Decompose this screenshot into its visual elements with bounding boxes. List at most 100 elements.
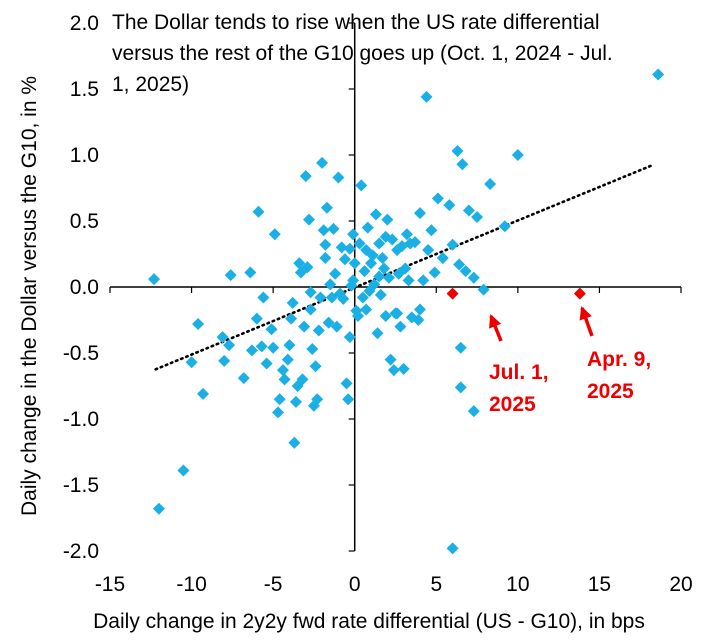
data-point bbox=[224, 269, 237, 282]
data-point bbox=[296, 373, 309, 386]
annotation-label: 2025 bbox=[489, 393, 536, 416]
data-point bbox=[289, 395, 302, 408]
data-point bbox=[317, 224, 330, 237]
data-point bbox=[373, 270, 386, 283]
data-point bbox=[477, 283, 490, 296]
data-point bbox=[454, 341, 467, 354]
x-tick-label: 15 bbox=[588, 573, 611, 596]
x-tick-label: 0 bbox=[349, 573, 361, 596]
data-point bbox=[337, 292, 350, 305]
data-point bbox=[498, 220, 511, 233]
y-tick-label: 1.0 bbox=[70, 144, 99, 167]
data-point bbox=[330, 320, 343, 333]
data-point bbox=[453, 258, 466, 271]
data-point bbox=[379, 230, 392, 243]
data-point bbox=[425, 224, 438, 237]
chart-title-line: 1, 2025) bbox=[112, 73, 189, 96]
x-tick-label: -5 bbox=[264, 573, 283, 596]
data-point bbox=[446, 542, 459, 555]
data-point bbox=[397, 362, 410, 375]
axes bbox=[109, 22, 682, 552]
data-point bbox=[373, 237, 386, 250]
data-point bbox=[365, 257, 378, 270]
y-tick-label: -2.0 bbox=[63, 540, 99, 563]
data-point bbox=[288, 436, 301, 449]
data-point bbox=[467, 271, 480, 284]
data-point bbox=[273, 393, 286, 406]
data-point bbox=[484, 178, 497, 191]
annotations-layer: Jul. 1, 2025 Apr. 9, 2025 bbox=[489, 306, 651, 416]
data-point bbox=[368, 278, 381, 291]
data-point bbox=[324, 278, 337, 291]
data-point bbox=[237, 372, 250, 385]
data-point bbox=[304, 303, 317, 316]
data-point bbox=[278, 373, 291, 386]
data-point bbox=[428, 266, 441, 279]
data-point bbox=[335, 241, 348, 254]
tick-labels: -15 -10 -5 0 5 10 15 20 2.0 1.5 1.0 0.5 0.0 -0.5 -1.0 -… bbox=[63, 12, 693, 596]
x-axis-title: Daily change in 2y2y fwd rate differenti… bbox=[93, 610, 645, 633]
data-point bbox=[148, 273, 161, 286]
data-point bbox=[420, 90, 433, 103]
data-point bbox=[369, 208, 382, 221]
data-point bbox=[223, 339, 236, 352]
annotation-label: 2025 bbox=[587, 380, 634, 403]
data-point bbox=[436, 251, 449, 264]
data-point bbox=[374, 288, 387, 301]
x-tick-label: 5 bbox=[430, 573, 442, 596]
data-point bbox=[303, 213, 316, 226]
chart-title-line: versus the rest of the G10 goes up (Oct.… bbox=[112, 42, 613, 65]
annotation-arrow-head bbox=[579, 306, 592, 321]
data-point bbox=[244, 266, 257, 279]
data-point bbox=[511, 149, 524, 161]
data-point bbox=[413, 207, 426, 220]
data-point bbox=[456, 158, 469, 171]
data-point bbox=[366, 249, 379, 262]
data-point bbox=[378, 262, 391, 275]
data-point bbox=[299, 170, 312, 183]
data-point bbox=[446, 238, 459, 251]
titles: The Dollar tends to rise when the US rat… bbox=[18, 11, 645, 633]
data-point bbox=[320, 201, 333, 214]
data-point bbox=[325, 291, 338, 304]
data-point bbox=[319, 238, 332, 251]
data-point bbox=[422, 244, 435, 257]
chart-title-line: The Dollar tends to rise when the US rat… bbox=[112, 11, 600, 34]
data-point bbox=[360, 303, 373, 316]
data-point bbox=[379, 310, 392, 323]
data-point bbox=[471, 211, 484, 224]
data-point bbox=[459, 265, 472, 278]
data-point bbox=[309, 360, 322, 373]
data-point bbox=[413, 303, 426, 316]
data-point bbox=[652, 68, 665, 81]
data-point bbox=[245, 344, 258, 357]
data-point bbox=[343, 242, 356, 255]
data-point bbox=[298, 320, 311, 333]
data-point bbox=[343, 331, 356, 344]
data-point bbox=[329, 267, 342, 280]
annotation-arrow-head bbox=[489, 314, 502, 329]
data-point bbox=[342, 393, 355, 406]
data-point bbox=[358, 265, 371, 278]
data-point bbox=[268, 228, 281, 241]
data-point bbox=[353, 237, 366, 250]
data-point bbox=[255, 340, 268, 353]
data-point bbox=[286, 296, 299, 309]
data-point bbox=[462, 204, 475, 217]
data-point bbox=[451, 145, 464, 158]
data-point bbox=[443, 199, 456, 212]
data-point bbox=[351, 310, 364, 323]
data-point bbox=[431, 192, 444, 205]
data-point bbox=[152, 502, 165, 515]
data-point bbox=[340, 377, 353, 390]
data-point bbox=[314, 291, 327, 304]
data-point bbox=[322, 316, 335, 329]
data-point bbox=[382, 271, 395, 284]
data-point bbox=[312, 324, 325, 337]
y-tick-label: 2.0 bbox=[70, 12, 99, 35]
data-point bbox=[347, 228, 360, 241]
data-point bbox=[319, 251, 332, 264]
y-tick-label: -0.5 bbox=[63, 342, 99, 365]
data-point bbox=[185, 356, 198, 369]
data-point bbox=[417, 274, 430, 287]
